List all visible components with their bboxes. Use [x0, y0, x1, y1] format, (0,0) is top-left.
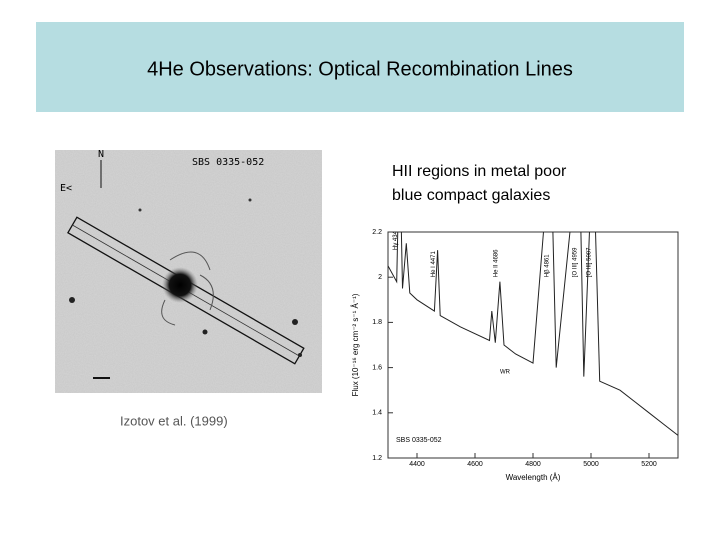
chart-title: SBS 0335-052 — [396, 437, 442, 444]
east-label: E< — [60, 183, 72, 194]
line-label: Hβ 4861 — [544, 254, 550, 277]
line-label: Hγ 4340 — [393, 227, 399, 250]
line-label: He II 4686 — [494, 249, 500, 277]
x-axis-label: Wavelength (Å) — [506, 473, 561, 482]
y-tick-label: 2.2 — [372, 229, 382, 236]
line-label: WR — [500, 370, 511, 376]
x-tick-label: 4400 — [409, 461, 425, 468]
y-tick-label: 1.4 — [372, 410, 382, 417]
x-tick-label: 4800 — [525, 461, 541, 468]
object-label: SBS 0335-052 — [192, 157, 264, 168]
slide-title: 4He Observations: Optical Recombination … — [147, 58, 573, 80]
y-tick-label: 2 — [378, 274, 382, 281]
y-axis-label: Flux (10⁻¹⁶ erg cm⁻² s⁻¹ Å⁻¹) — [351, 293, 360, 396]
title-box — [36, 22, 684, 112]
y-tick-label: 1.2 — [372, 455, 382, 462]
spectrum-line — [388, 232, 678, 436]
x-tick-label: 5000 — [583, 461, 599, 468]
subtitle: blue compact galaxies — [392, 187, 550, 204]
north-label: N — [98, 149, 104, 160]
line-label: [O III] 5007 — [587, 247, 593, 277]
x-tick-label: 5200 — [641, 461, 657, 468]
x-tick-label: 4600 — [467, 461, 483, 468]
plot-area: Hγ 4340 He I 4471 He II 4686 WR Hβ 4861 [O II… — [388, 227, 678, 436]
subtitle: HII regions in metal poor — [392, 163, 567, 180]
y-tick-label: 1.8 — [372, 319, 382, 326]
y-tick-label: 1.6 — [372, 364, 382, 371]
galaxy-image: N E< SBS 0335-052 — [55, 149, 322, 393]
line-label: [O III] 4959 — [573, 247, 579, 277]
caption: Izotov et al. (1999) — [120, 413, 228, 428]
line-label: He I 4471 — [431, 251, 437, 278]
